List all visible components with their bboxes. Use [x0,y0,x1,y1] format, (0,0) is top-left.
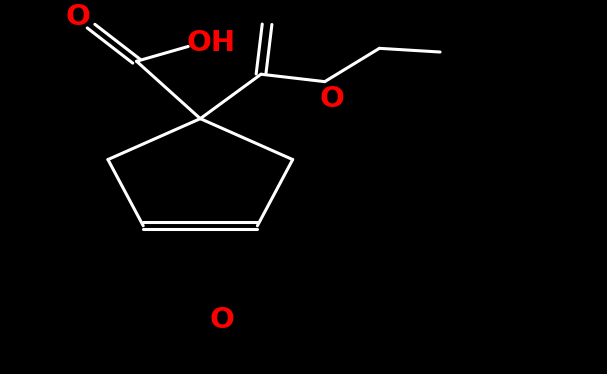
Text: O: O [209,306,234,334]
Text: O: O [320,85,344,113]
Text: O: O [66,3,90,31]
Text: OH: OH [187,29,236,57]
